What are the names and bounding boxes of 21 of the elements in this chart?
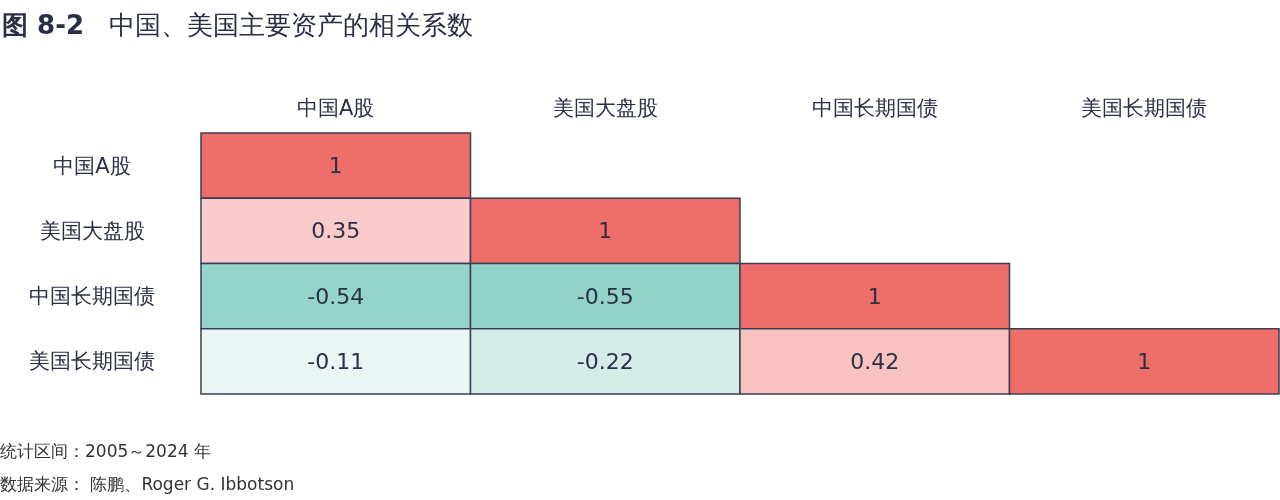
- text: 统计区间：2005～2024 年: [0, 441, 211, 461]
- y-tick-label: 中国A股: [53, 153, 131, 178]
- source-note: 数据来源： 陈鹏、Roger G. Ibbotson: [0, 474, 295, 494]
- y-tick-label: 美国大盘股: [39, 218, 145, 243]
- chart-title: 图 8-2 中国、美国主要资产的相关系数: [2, 10, 473, 40]
- data-label: -0.22: [576, 348, 634, 374]
- x-tick-label: 中国A股: [297, 96, 375, 120]
- data-label: -0.54: [307, 283, 365, 309]
- data-label: 1: [867, 283, 882, 309]
- y-tick-label: 中国长期国债: [29, 284, 155, 309]
- x-tick-label: 美国大盘股: [552, 96, 658, 120]
- data-label: 1: [1137, 348, 1152, 374]
- x-tick-label: 美国长期国债: [1081, 96, 1208, 120]
- data-label: 0.35: [311, 218, 361, 244]
- data-label: -0.55: [576, 283, 634, 309]
- data-label: 1: [328, 153, 343, 179]
- data-label: 0.42: [850, 348, 900, 374]
- data-label: 1: [598, 218, 613, 244]
- data-label: -0.11: [307, 348, 365, 374]
- x-tick-label: 中国长期国债: [811, 96, 938, 120]
- y-tick-label: 美国长期国债: [29, 349, 155, 374]
